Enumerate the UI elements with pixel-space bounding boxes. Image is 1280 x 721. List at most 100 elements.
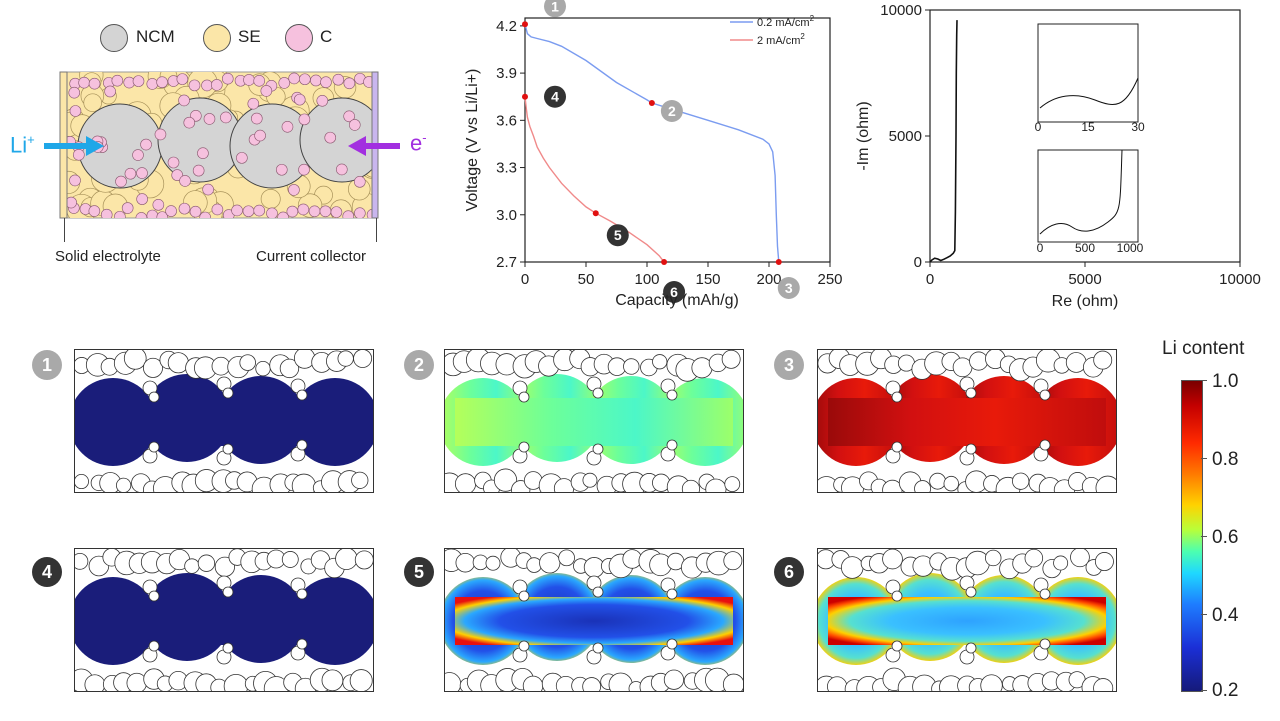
li-map-2 [444,349,744,493]
legend-se-label: SE [238,27,261,46]
impedance-series-line [929,20,958,263]
discharge-point-3 [775,259,782,265]
discharge-xtick-5: 250 [817,271,842,288]
map-badge-5: 5 [404,557,434,587]
discharge-badge-1 [544,0,566,18]
discharge-badge-4 [544,85,566,108]
discharge-ylabel: Voltage (V vs Li/Li+) [464,69,481,212]
discharge-xtick-4: 200 [756,271,781,288]
inset1-tick-0: 0 [1035,120,1042,134]
electron-arrow [348,136,400,156]
discharge-xtick-2: 100 [634,271,659,288]
discharge-ytick-5: 4.2 [496,18,517,35]
inset2-tick-2: 1000 [1117,241,1144,255]
map-badge-3: 3 [774,350,804,380]
impedance-xlabel: Re (ohm) [1052,293,1119,310]
discharge-badge-text-6: 6 [670,284,678,300]
inset2-tick-1: 500 [1075,241,1095,255]
schematic-pointer-left [64,218,65,242]
inset1-tick-1: 15 [1081,120,1095,134]
legend-2mA-label: 2 mA/cm2 [757,32,805,47]
discharge-plot-area [524,17,831,263]
solid-electrolyte-label: Solid electrolyte [55,248,161,265]
li-map-5 [444,548,744,692]
discharge-ytick-3: 3.6 [496,112,517,129]
li-map-field-1 [75,374,373,466]
discharge-badge-3 [777,277,800,299]
li-map-field-3 [818,374,1116,466]
series-line-0.2mA [524,24,780,263]
li-map-1 [74,349,374,493]
colorbar-tick-0.8: 0.8 [1212,449,1239,470]
electron-base: e [410,130,423,156]
li-map-field-5 [445,573,743,665]
impedance-ytick-1: 5000 [889,128,922,145]
discharge-chart: 0 50 100 150 200 250 2.7 3.0 3.3 3.6 3.9 4.2 1 2 3 4 5 6… [464,0,843,309]
discharge-ytick-4: 3.9 [496,65,517,82]
impedance-xtick-1: 5000 [1068,271,1101,288]
impedance-xtick-2: 10000 [1219,271,1261,288]
li-ion-base: Li [10,132,28,158]
series-line-2mA [524,96,665,263]
impedance-xtick-0: 0 [926,271,934,288]
map-badge-4: 4 [32,557,62,587]
discharge-badge-text-1: 1 [551,0,559,14]
legend-0.2mA-label: 0.2 mA/cm2 [757,14,815,29]
discharge-point-5 [592,210,599,217]
inset-1: 0 15 30 [1035,23,1145,134]
legend-ncm-swatch [100,24,128,52]
discharge-badge-text-4: 4 [551,89,559,105]
colorbar-tick-lines [1201,380,1207,692]
discharge-badge-text-3: 3 [785,280,793,296]
electron-sup: - [422,130,427,145]
colorbar-tick-0.6: 0.6 [1212,527,1239,548]
discharge-point-2 [648,100,655,107]
discharge-ytick-1: 3.0 [496,207,517,224]
current-collector-label: Current collector [256,248,367,265]
li-map-6 [817,548,1117,692]
discharge-point-4 [522,93,528,100]
li-map-3 [817,349,1117,493]
discharge-badge-5 [606,224,629,247]
discharge-ytick-0: 2.7 [496,254,517,271]
discharge-ytick-2: 3.3 [496,160,517,177]
schematic-pointer-right [376,218,377,242]
map-badge-6: 6 [774,557,804,587]
inset-2: 0 500 1000 [1037,149,1144,255]
legend-c-label: C [320,27,333,46]
map-badge-2: 2 [404,350,434,380]
discharge-point-1 [522,21,528,28]
inset2-tick-0: 0 [1037,241,1044,255]
discharge-xlabel: Capacity (mAh/g) [615,292,739,309]
discharge-badge-6 [663,281,686,303]
electron-label: e- [410,130,427,156]
legend-ncm-label: NCM [136,27,175,46]
legend-se-swatch [203,24,231,52]
electrode-schematic [44,71,400,219]
discharge-badge-text-2: 2 [668,103,676,119]
discharge-badge-text-5: 5 [614,227,622,243]
discharge-xtick-3: 150 [695,271,720,288]
li-map-4 [74,548,374,692]
colorbar-title: Li content [1162,338,1245,359]
discharge-xtick-1: 50 [578,271,595,288]
li-map-field-6 [818,573,1116,665]
map-badge-1: 1 [32,350,62,380]
colorbar-gradient [1181,380,1203,692]
inset1-tick-2: 30 [1131,120,1145,134]
li-map-field-2 [445,374,743,466]
colorbar-tick-0.2: 0.2 [1212,680,1239,701]
li-map-field-4 [75,573,373,665]
li-ion-label: Li+ [10,132,35,158]
impedance-ytick-2: 10000 [880,2,922,19]
schematic-legend: NCM SE C [100,22,420,54]
discharge-badge-2 [660,100,683,123]
impedance-ytick-0: 0 [914,254,922,271]
discharge-xtick-0: 0 [521,271,529,288]
li-ion-arrow [44,136,104,156]
colorbar-tick-1.0: 1.0 [1212,371,1239,392]
discharge-point-6 [661,259,668,265]
impedance-ylabel: -Im (ohm) [855,101,872,170]
li-ion-sup: + [27,132,35,147]
